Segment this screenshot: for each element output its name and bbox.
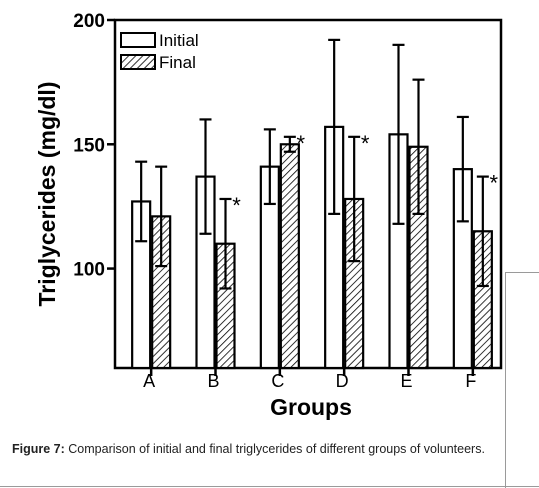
bottom-border xyxy=(0,486,539,487)
legend-swatch-final xyxy=(120,54,156,70)
caption-text: Comparison of initial and final triglyce… xyxy=(68,442,485,456)
legend-swatch-initial xyxy=(120,32,156,48)
caption-label: Figure 7: xyxy=(12,442,65,456)
significance-marker-B: * xyxy=(232,193,241,218)
x-tick-label-E: E xyxy=(400,371,412,391)
x-tick-label-F: F xyxy=(465,371,476,391)
bar-chart: 100 150 200 * * * * A B C D E F Initial Final Trigl… xyxy=(34,11,503,420)
x-tick-label-D: D xyxy=(336,371,349,391)
y-axis: 100 150 200 xyxy=(73,11,115,281)
y-tick-label: 200 xyxy=(73,11,105,32)
bar-final-C xyxy=(279,143,300,370)
y-tick-label: 150 xyxy=(73,135,105,156)
corner-divider-horizontal xyxy=(505,272,539,273)
x-axis-label: Groups xyxy=(270,394,352,420)
significance-marker-F: * xyxy=(490,171,499,196)
significance-marker-C: * xyxy=(297,131,306,156)
y-tick-label: 100 xyxy=(73,260,105,281)
legend-label-final: Final xyxy=(159,53,196,72)
figure-caption: Figure 7: Comparison of initial and fina… xyxy=(12,441,534,457)
x-tick-label-C: C xyxy=(271,371,284,391)
legend-label-initial: Initial xyxy=(159,31,199,50)
significance-marker-D: * xyxy=(361,131,370,156)
x-tick-label-A: A xyxy=(143,371,155,391)
y-axis-label: Triglycerides (mg/dl) xyxy=(34,82,60,307)
bars-group: * * * * xyxy=(131,38,499,370)
x-axis: A B C D E F xyxy=(143,368,476,391)
x-tick-label-B: B xyxy=(207,371,219,391)
plot-frame xyxy=(113,18,503,370)
corner-divider-vertical xyxy=(505,272,506,488)
legend: Initial Final xyxy=(120,31,199,72)
